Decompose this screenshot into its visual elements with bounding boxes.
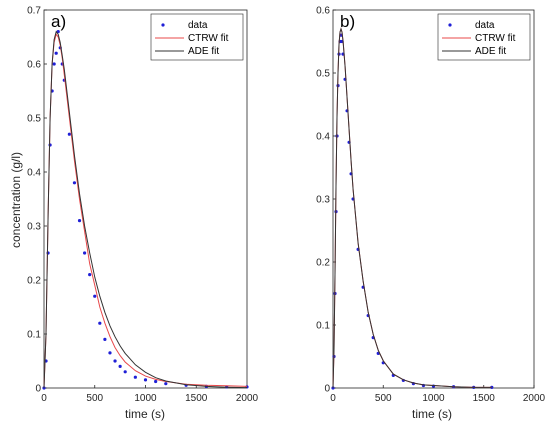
y-tick-label-a-1: 0.1 <box>27 330 41 341</box>
plot-area-a: 0 500 1000 1500 2000 0 0.1 0.2 0.3 0.4 0.5 0.6 0.7 <box>27 6 258 405</box>
legend-item-data-b: data <box>448 20 495 31</box>
y-tick-label-a-3: 0.3 <box>27 222 41 233</box>
y-tick-label-a-7: 0.7 <box>27 6 41 17</box>
data-point-a-3 <box>48 143 52 147</box>
y-tick-label-b-3: 0.3 <box>316 195 330 206</box>
y-tick-label-a-6: 0.6 <box>27 60 41 71</box>
y-tick-label-b-0: 0 <box>324 384 330 395</box>
data-point-a-14 <box>83 251 87 255</box>
data-point-a-6 <box>54 51 58 55</box>
x-axis-label-b: time (s) <box>412 407 452 421</box>
x-tick-label-a-2: 1000 <box>134 393 157 404</box>
legend-label-ctrw-a: CTRW fit <box>188 33 229 44</box>
data-point-a-20 <box>113 359 117 363</box>
y-tick-label-a-4: 0.4 <box>27 168 41 179</box>
panel-label-b: b) <box>340 12 355 31</box>
y-tick-label-b-2: 0.2 <box>316 258 330 269</box>
data-point-a-18 <box>103 337 107 341</box>
x-tick-label-a-3: 1500 <box>185 393 208 404</box>
legend-marker-data-a <box>161 23 165 27</box>
x-tick-label-a-0: 0 <box>41 393 47 404</box>
ticks-b: 0 500 1000 1500 2000 0 0.1 0.2 0.3 0.4 0.5 0.6 <box>316 6 545 405</box>
data-point-a-5 <box>52 62 56 66</box>
legend-item-data-a: data <box>161 20 208 31</box>
legend-label-data-b: data <box>475 20 495 31</box>
data-point-a-17 <box>98 321 102 325</box>
legend-marker-data-b <box>448 23 452 27</box>
plot-area-b: 0 500 1000 1500 2000 0 0.1 0.2 0.3 0.4 0.5 0.6 <box>316 6 545 405</box>
x-tick-label-b-2: 1000 <box>422 393 445 404</box>
y-tick-label-b-4: 0.4 <box>316 132 330 143</box>
y-tick-label-a-2: 0.2 <box>27 276 41 287</box>
data-point-a-21 <box>118 364 122 368</box>
y-tick-label-b-5: 0.5 <box>316 69 330 80</box>
y-tick-label-b-6: 0.6 <box>316 6 330 17</box>
x-axis-label-a: time (s) <box>125 407 165 421</box>
y-axis-label-a: concentration (g/l) <box>9 152 23 248</box>
legend-item-ade-a: ADE fit <box>155 46 219 57</box>
series-line-ade-fit-a <box>43 30 248 389</box>
data-point-a-26 <box>164 382 168 386</box>
x-tick-label-a-1: 500 <box>86 393 103 404</box>
legend-item-ctrw-a: CTRW fit <box>155 33 229 44</box>
ticks-a: 0 500 1000 1500 2000 0 0.1 0.2 0.3 0.4 0.5 0.6 0.7 <box>27 6 258 405</box>
data-point-a-25 <box>154 379 158 384</box>
data-point-a-16 <box>93 294 97 298</box>
legend-label-ade-b: ADE fit <box>475 46 506 57</box>
panel-b: 0 500 1000 1500 2000 0 0.1 0.2 0.3 0.4 0.5 0.6 b) t… <box>316 6 545 422</box>
x-tick-label-b-1: 500 <box>375 393 392 404</box>
data-point-a-11 <box>67 132 71 136</box>
x-tick-label-a-4: 2000 <box>236 393 259 404</box>
data-point-a-22 <box>123 370 127 374</box>
data-point-a-13 <box>77 219 82 223</box>
data-point-a-23 <box>133 375 137 379</box>
legend-box-b <box>437 13 531 61</box>
series-line-ade-fit-b <box>332 27 492 389</box>
panel-label-a: a) <box>51 12 66 31</box>
legend-a: data CTRW fit ADE fit <box>150 13 244 61</box>
legend-box-a <box>150 13 244 61</box>
series-b <box>331 27 494 390</box>
legend-item-ctrw-b: CTRW fit <box>442 33 516 44</box>
x-tick-label-b-4: 2000 <box>523 393 546 404</box>
x-tick-label-b-3: 1500 <box>473 393 496 404</box>
data-point-a-24 <box>143 378 148 382</box>
legend-item-ade-b: ADE fit <box>442 46 506 57</box>
y-tick-label-a-0: 0 <box>35 384 41 395</box>
series-a <box>42 30 249 390</box>
data-point-a-19 <box>108 351 112 355</box>
legend-label-ctrw-b: CTRW fit <box>475 33 516 44</box>
data-point-a-15 <box>88 273 92 277</box>
legend-b: data CTRW fit ADE fit <box>437 13 531 61</box>
y-tick-label-b-1: 0.1 <box>316 321 330 332</box>
x-tick-label-b-0: 0 <box>330 393 336 404</box>
legend-label-ade-a: ADE fit <box>188 46 219 57</box>
data-point-a-12 <box>72 181 77 185</box>
y-tick-label-a-5: 0.5 <box>27 114 41 125</box>
panel-a: 0 500 1000 1500 2000 0 0.1 0.2 0.3 0.4 0.5 0.6 0.7 a… <box>9 6 259 422</box>
legend-label-data-a: data <box>188 20 208 31</box>
